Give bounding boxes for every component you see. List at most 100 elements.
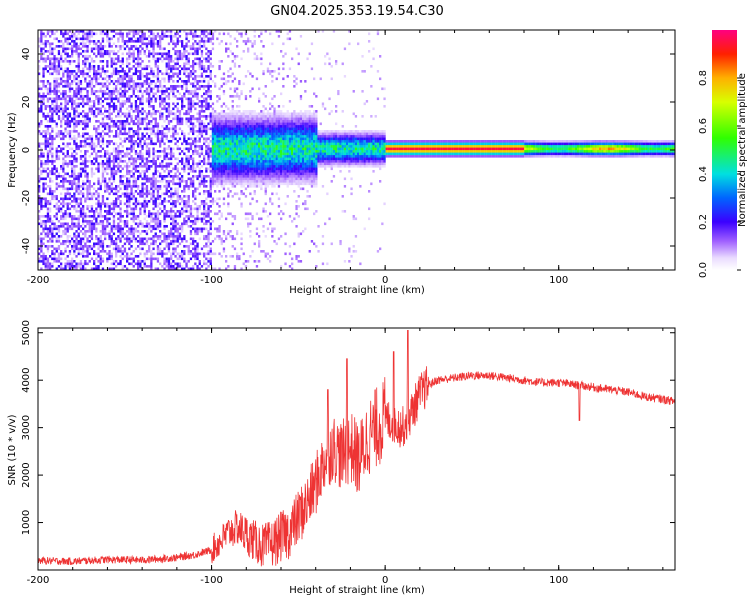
spectrogram-cell: [121, 180, 124, 183]
spectrogram-cell: [108, 257, 111, 261]
spectrogram-cell: [194, 257, 197, 261]
spectrogram-cell: [112, 122, 116, 126]
spectrogram-cell: [178, 110, 182, 113]
spectrogram-cell: [163, 77, 166, 81]
spectrogram-cell: [64, 215, 67, 218]
spectrogram-cell: [196, 187, 199, 191]
spectrogram-cell: [196, 162, 199, 166]
spectrogram-cell: [137, 255, 140, 258]
spectrogram-cell: [115, 142, 118, 146]
spectrogram-cell: [141, 32, 144, 36]
spectrogram-cell: [185, 182, 188, 186]
spectrogram-cell: [174, 205, 177, 208]
spectrogram-cell: [196, 245, 199, 248]
spectrogram-cell: [99, 162, 102, 166]
spectrogram-cell: [66, 237, 69, 241]
spectrogram-cell: [207, 215, 210, 218]
spectrogram-cell: [110, 252, 113, 256]
spectrogram-cell: [84, 117, 87, 121]
spectrogram-cell: [187, 197, 190, 201]
spectrogram-cell: [123, 115, 127, 118]
spectrogram-cell: [62, 72, 65, 76]
spectrogram-cell: [51, 232, 54, 236]
spectrogram-cell: [200, 102, 204, 106]
spectrogram-cell: [174, 182, 177, 186]
spectrogram-cell: [152, 197, 155, 201]
spectrogram-cell: [209, 115, 212, 118]
spectrogram-cell: [181, 132, 184, 136]
spectrogram-cell: [244, 170, 248, 173]
spectrogram-cell: [148, 247, 151, 251]
spectrogram-cell: [207, 80, 210, 83]
spectrogram-cell: [242, 185, 245, 188]
spectrogram-cell: [64, 80, 67, 83]
spectrogram-cell: [130, 195, 133, 198]
spectrogram-cell: [73, 247, 76, 251]
spectrogram-cell: [123, 265, 127, 268]
spectrogram-cell: [128, 112, 131, 116]
spectrogram-cell: [126, 185, 129, 188]
spectrogram-cell: [77, 120, 80, 123]
spectrogram-cell: [236, 87, 239, 91]
spectrogram-cell: [82, 95, 85, 98]
spectrogram-cell: [84, 42, 87, 46]
spectrogram-cell: [73, 135, 76, 138]
spectrogram-cell: [95, 120, 98, 123]
spectrogram-cell: [161, 175, 164, 178]
spectrogram-cell: [163, 220, 166, 223]
spectrogram-cell: [192, 32, 195, 36]
spectrogram-cell: [119, 255, 122, 258]
spectrogram-cell: [178, 215, 182, 218]
spectrogram-cell: [130, 77, 133, 81]
spectrogram-cell: [97, 195, 100, 198]
spectrogram-cell: [174, 230, 177, 233]
spectrogram-cell: [119, 182, 122, 186]
spectrogram-cell: [139, 192, 142, 196]
spectrogram-cell: [143, 172, 146, 176]
spectrogram-cell: [203, 210, 206, 213]
spectrogram-cell: [209, 217, 212, 221]
spectrogram-cell: [222, 140, 226, 143]
spectrogram-cell: [117, 212, 120, 216]
spectrogram-cell: [90, 197, 94, 201]
spectrogram-cell: [64, 40, 67, 43]
spectrogram-cell: [156, 155, 160, 158]
spectrogram-cell: [207, 87, 210, 91]
spectrogram-cell: [176, 227, 179, 231]
spectrogram-cell: [196, 177, 199, 181]
spectrogram-cell: [106, 245, 109, 248]
spectrogram-cell: [73, 197, 76, 201]
spectrogram-cell: [150, 115, 153, 118]
spectrogram-cell: [220, 132, 223, 136]
spectrogram-cell: [143, 120, 146, 123]
spectrogram-cell: [156, 95, 160, 98]
spectrogram-cell: [77, 55, 80, 58]
spectrogram-cell: [75, 265, 78, 268]
spectrogram-cell: [97, 45, 100, 48]
spectrogram-cell: [46, 112, 50, 116]
spectrogram-cell: [192, 37, 195, 41]
spectrogram-cell: [170, 157, 173, 161]
spectrogram-cell: [55, 112, 58, 116]
spectrogram-cell: [150, 215, 153, 218]
spectrogram-cell: [130, 52, 133, 56]
spectrogram-cell: [112, 142, 116, 146]
spectrogram-cell: [104, 162, 107, 166]
spectrogram-cell: [132, 85, 135, 88]
spectrogram-cell: [229, 145, 232, 148]
spectrogram-cell: [57, 252, 61, 256]
spectrogram-cell: [51, 97, 54, 101]
spectrogram-cell: [150, 122, 153, 126]
spectrogram-cell: [132, 160, 135, 163]
spectrogram-cell: [62, 165, 65, 168]
spectrogram-cell: [110, 80, 113, 83]
spectrogram-cell: [194, 107, 197, 111]
spectrogram-cell: [86, 85, 89, 88]
spectrogram-cell: [134, 227, 138, 231]
spectrogram-cell: [110, 112, 113, 116]
spectrogram-cell: [121, 252, 124, 256]
spectrogram-cell: [178, 72, 182, 76]
spectrogram-cell: [86, 97, 89, 101]
spectrogram-cell: [117, 115, 120, 118]
